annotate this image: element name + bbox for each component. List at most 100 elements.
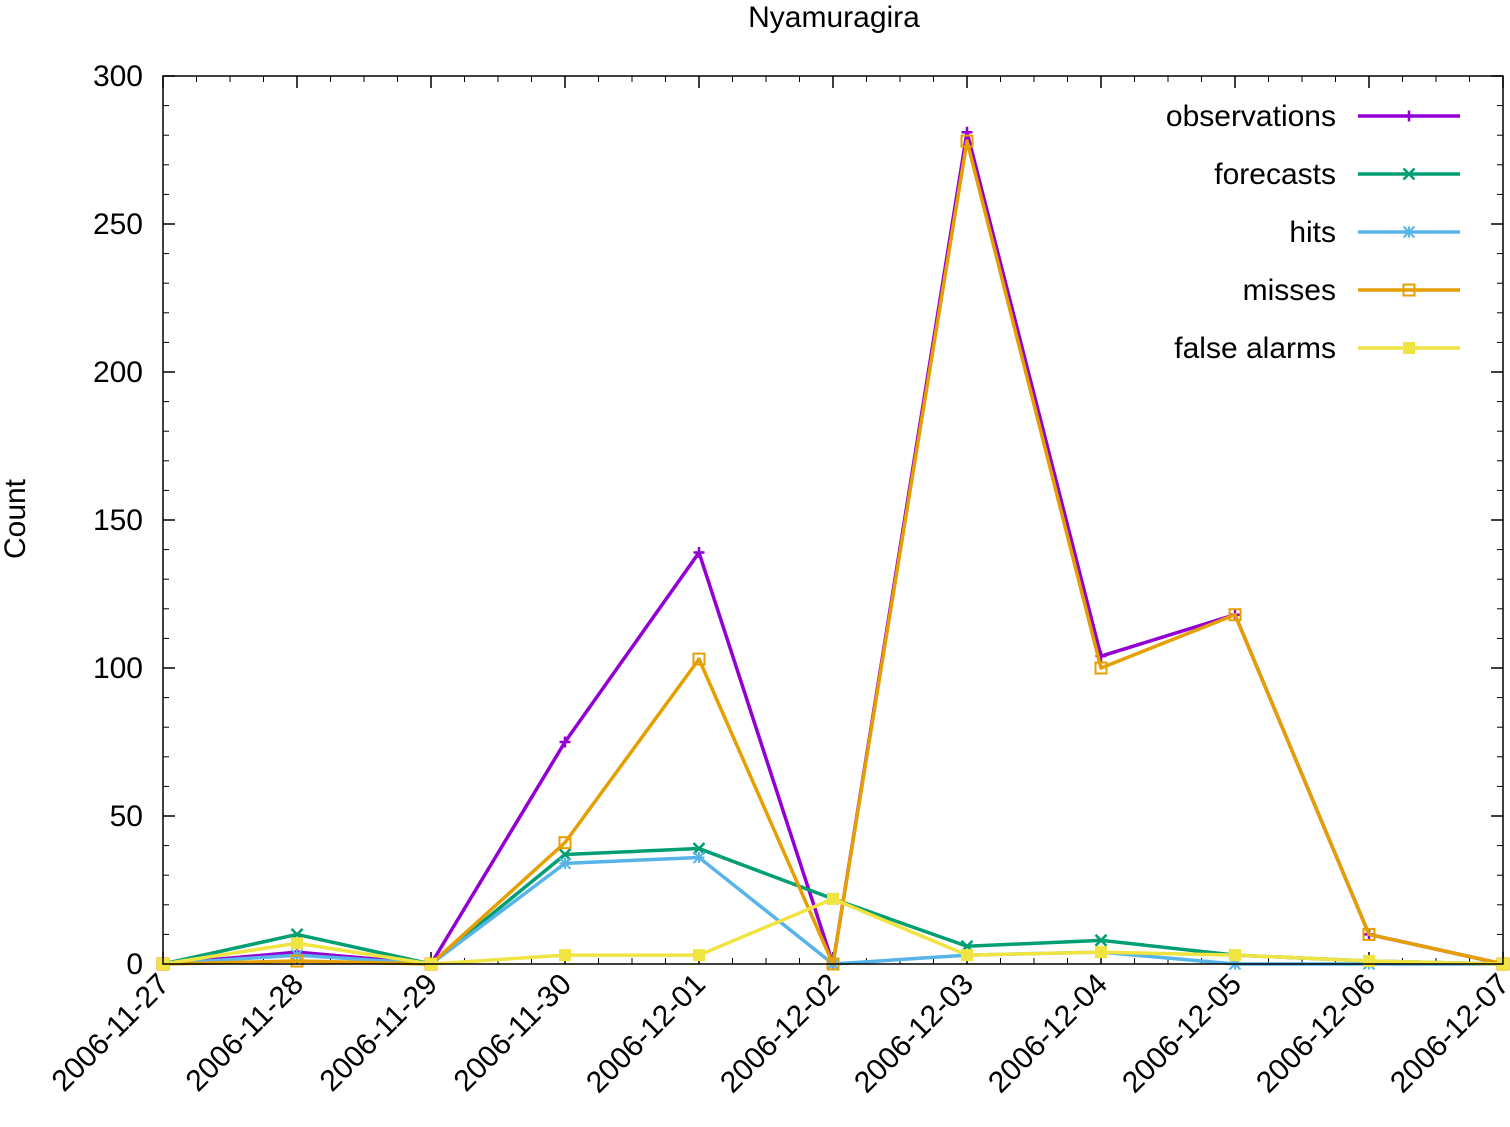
legend-item-forecasts: forecasts	[1214, 158, 1460, 191]
legend-marker	[1403, 342, 1415, 354]
y-tick-label: 150	[93, 504, 143, 537]
legend-item-observations: observations	[1166, 100, 1460, 133]
data-point-misses	[692, 652, 706, 666]
legend-marker-glyph	[1402, 283, 1416, 297]
data-point-false-alarms-glyph	[291, 937, 303, 950]
legend-marker-glyph	[1403, 342, 1415, 354]
data-point-false-alarms	[693, 949, 705, 962]
data-point-misses-glyph	[692, 652, 706, 666]
legend-marker-dot	[1407, 288, 1411, 292]
x-tick-label: 2006-12-04	[982, 968, 1114, 1100]
data-point-false-alarms	[1095, 946, 1107, 959]
series-line-misses	[162, 139, 1504, 966]
legend-item-misses: misses	[1243, 274, 1460, 307]
data-point-misses	[290, 954, 304, 968]
data-point-misses-dot	[563, 841, 567, 845]
data-point-misses-dot	[1099, 666, 1103, 670]
y-tick-label: 250	[93, 208, 143, 241]
data-point-false-alarms-glyph	[961, 949, 973, 962]
data-point-forecasts	[558, 848, 572, 861]
data-point-observations	[693, 547, 705, 559]
x-tick-label: 2006-11-29	[314, 968, 444, 1098]
legend-item-false-alarms: false alarms	[1174, 332, 1460, 365]
data-point-misses-glyph	[1094, 661, 1108, 675]
legend-item-hits: hits	[1289, 216, 1460, 249]
data-point-forecasts	[1094, 933, 1108, 947]
data-point-false-alarms	[291, 937, 303, 950]
data-point-misses-glyph	[558, 836, 572, 850]
legend-marker	[1403, 110, 1415, 122]
data-point-hits	[558, 857, 572, 870]
data-point-misses	[1094, 661, 1108, 675]
y-tick-label: 0	[126, 948, 143, 981]
series-line-observations	[162, 130, 1504, 966]
data-point-false-alarms-glyph	[1095, 946, 1107, 959]
data-point-false-alarms	[1363, 955, 1375, 968]
x-tick-label: 2006-12-07	[1384, 968, 1510, 1100]
x-tick-label: 2006-12-03	[848, 968, 980, 1100]
data-point-misses-dot	[965, 139, 969, 143]
data-point-false-alarms-glyph	[1229, 949, 1241, 962]
data-point-false-alarms-glyph	[693, 949, 705, 962]
legend-label: false alarms	[1174, 332, 1336, 365]
series-line-forecasts	[162, 846, 1504, 966]
legend-marker-glyph	[1402, 167, 1416, 181]
series-layer	[156, 126, 1510, 971]
y-tick-label: 100	[93, 652, 143, 685]
data-point-hits-glyph	[558, 857, 572, 870]
y-tick-label: 300	[93, 60, 143, 93]
data-point-misses-glyph	[290, 954, 304, 968]
data-point-misses-dot	[295, 959, 299, 963]
data-point-misses-glyph	[1228, 608, 1242, 622]
series-forecasts	[156, 842, 1510, 971]
legend: observations forecasts hits misses false ala…	[1166, 100, 1460, 365]
legend-label: observations	[1166, 100, 1336, 133]
x-tick-label: 2006-12-06	[1250, 968, 1382, 1100]
data-point-false-alarms-glyph	[1363, 955, 1375, 968]
x-tick-label: 2006-12-05	[1116, 968, 1248, 1100]
data-point-false-alarms	[961, 949, 973, 962]
legend-label: forecasts	[1214, 158, 1336, 191]
data-point-observations-glyph	[559, 736, 571, 748]
series-misses	[156, 134, 1510, 971]
data-point-forecasts-glyph	[558, 848, 572, 861]
data-point-false-alarms-glyph	[559, 949, 571, 962]
data-point-hits	[692, 851, 706, 864]
data-point-misses	[1228, 608, 1242, 622]
data-point-observations	[559, 736, 571, 748]
data-point-misses-dot	[697, 657, 701, 661]
data-point-misses-glyph	[960, 134, 974, 148]
data-point-forecasts-glyph	[1094, 933, 1108, 947]
data-point-false-alarms	[827, 892, 839, 905]
data-point-false-alarms-glyph	[827, 892, 839, 905]
legend-marker	[1402, 283, 1416, 297]
legend-label: hits	[1289, 216, 1336, 249]
chart-title: Nyamuragira	[748, 1, 920, 34]
y-tick-label: 200	[93, 356, 143, 389]
data-point-misses-glyph	[1362, 927, 1376, 941]
y-axis-label: Count	[0, 478, 32, 559]
data-point-observations-glyph	[693, 547, 705, 559]
data-point-misses-dot	[1367, 932, 1371, 936]
x-tick-label: 2006-12-02	[714, 968, 846, 1100]
data-point-misses	[1362, 927, 1376, 941]
series-observations	[157, 126, 1509, 970]
data-point-hits-glyph	[692, 851, 706, 864]
data-point-misses-dot	[1233, 613, 1237, 617]
data-point-misses	[558, 836, 572, 850]
data-point-false-alarms	[1229, 949, 1241, 962]
legend-marker-glyph	[1403, 110, 1415, 122]
x-tick-label: 2006-12-01	[580, 968, 712, 1100]
legend-label: misses	[1243, 274, 1336, 307]
x-tick-label: 2006-11-30	[448, 968, 578, 1098]
data-point-forecasts	[692, 842, 706, 855]
legend-marker-glyph	[1402, 225, 1416, 239]
y-tick-label: 50	[110, 800, 143, 833]
data-point-forecasts-glyph	[692, 842, 706, 855]
plot-frame	[162, 75, 1504, 965]
x-tick-label: 2006-11-28	[180, 968, 310, 1098]
data-point-false-alarms	[559, 949, 571, 962]
legend-marker	[1402, 225, 1416, 239]
x-tick-label: 2006-11-27	[46, 968, 176, 1098]
